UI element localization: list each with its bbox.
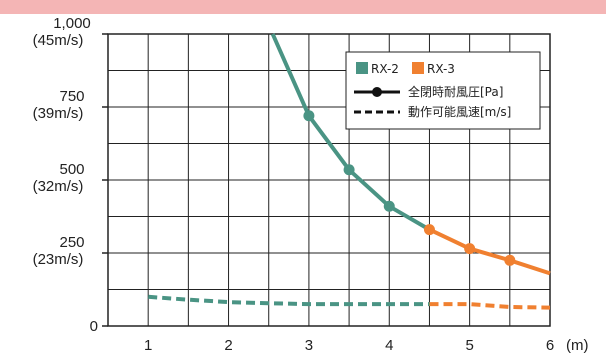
series-lines	[148, 33, 551, 310]
y-tick-label: 750	[59, 88, 84, 105]
series-line-rx-2-dashed	[148, 294, 430, 307]
y-tick-label: 250	[59, 234, 84, 251]
legend-label-dashed: 動作可能風速[m/s]	[408, 105, 511, 119]
axes	[102, 33, 551, 327]
y-tick-sublabel: (45m/s)	[33, 32, 84, 49]
x-tick-labels: 1 2 3 4 5 6 (m)	[144, 337, 588, 354]
x-tick-label: 1	[144, 337, 152, 354]
y-tick-label: 0	[90, 318, 98, 335]
y-tick-sublabel: (39m/s)	[33, 105, 84, 122]
series-point	[343, 164, 355, 176]
x-tick-label: 6	[546, 337, 554, 354]
legend-solid-marker	[372, 87, 382, 97]
x-tick-label: 5	[465, 337, 473, 354]
x-tick-label: 2	[224, 337, 232, 354]
series-point	[383, 200, 395, 212]
legend: RX-2 RX-3 全閉時耐風圧[Pa] 動作可能風速[m/s]	[345, 51, 541, 130]
series-point	[303, 110, 315, 122]
series-point	[504, 254, 516, 266]
legend-swatch-rx3	[412, 62, 424, 74]
y-tick-label: 500	[59, 161, 84, 178]
legend-label-rx3: RX-3	[427, 62, 455, 76]
legend-swatch-rx2	[356, 62, 368, 74]
series-point	[464, 243, 476, 255]
x-tick-label: 4	[385, 337, 393, 354]
series-point	[423, 224, 435, 236]
y-tick-labels: 0 250(23m/s) 500(32m/s) 750(39m/s) 1,000(45m…	[33, 15, 98, 335]
series-line-rx-3-dashed	[429, 302, 551, 310]
legend-label-solid: 全閉時耐風圧[Pa]	[408, 84, 503, 99]
x-axis-unit: (m)	[566, 337, 589, 354]
legend-label-rx2: RX-2	[371, 62, 399, 76]
series-line-rx-3-solid-marker	[428, 227, 551, 276]
y-tick-sublabel: (23m/s)	[33, 251, 84, 268]
x-tick-label: 3	[305, 337, 313, 354]
y-tick-label: 1,000	[53, 15, 91, 32]
y-tick-sublabel: (32m/s)	[33, 178, 84, 195]
